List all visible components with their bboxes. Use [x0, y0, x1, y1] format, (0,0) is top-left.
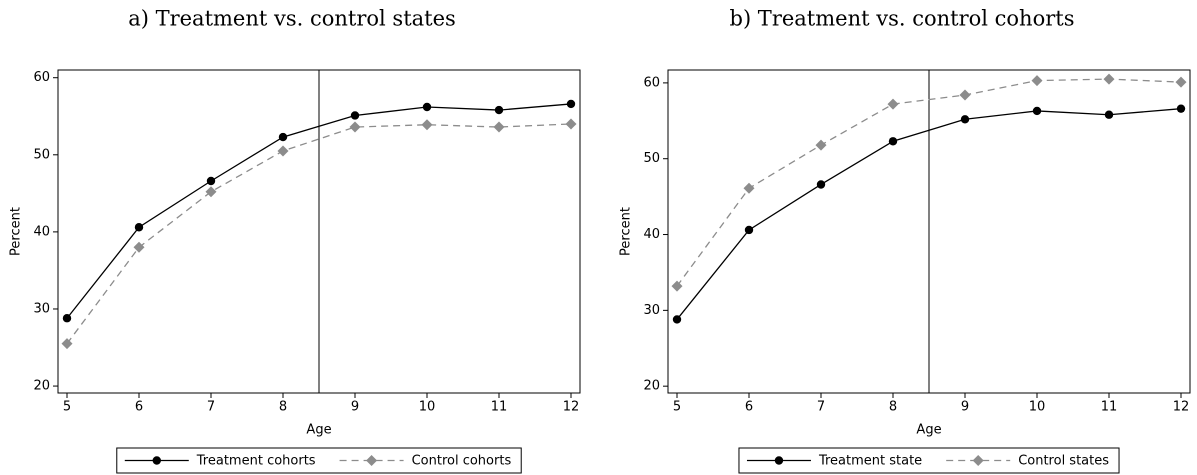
y-tick-label: 50: [643, 151, 660, 166]
point: [62, 314, 72, 323]
point: [671, 280, 683, 292]
point: [1104, 110, 1114, 119]
point: [565, 118, 577, 130]
point: [1031, 75, 1043, 87]
y-tick-label: 30: [33, 301, 50, 316]
legend-label: Treatment state: [818, 454, 922, 469]
legend: Treatment cohorts Control cohorts: [116, 447, 522, 474]
point: [349, 121, 361, 133]
x-tick-label: 5: [673, 400, 681, 415]
legend-marker: [366, 455, 378, 466]
y-tick-label: 20: [643, 379, 660, 394]
x-tick-label: 7: [817, 400, 825, 415]
legend-box: [116, 447, 522, 474]
x-tick-label: 12: [1173, 400, 1190, 415]
y-axis-label: Percent: [619, 207, 634, 256]
point: [133, 241, 145, 253]
x-tick-label: 10: [419, 400, 436, 415]
x-tick-label: 6: [135, 400, 143, 415]
point: [422, 102, 432, 112]
x-axis-label: Age: [916, 423, 941, 438]
chart-title: a) Treatment vs. control states: [128, 7, 456, 31]
legend-label: Treatment cohorts: [196, 454, 316, 469]
legend-marker: [774, 456, 784, 465]
x-tick-label: 10: [1029, 400, 1046, 415]
point: [278, 132, 288, 142]
series-line: [66, 103, 572, 319]
point: [887, 98, 899, 110]
x-tick-label: 11: [491, 400, 508, 415]
point: [61, 338, 73, 350]
point: [134, 223, 144, 232]
point: [672, 315, 682, 324]
panel: b) Treatment vs. control cohorts 20 30 40 50…: [619, 7, 1191, 474]
y-tick-label: 40: [33, 224, 50, 239]
point: [815, 139, 827, 151]
series-line: [676, 78, 1182, 287]
x-tick-label: 12: [563, 400, 580, 415]
point: [205, 186, 217, 198]
legend-marker: [152, 456, 161, 465]
point: [743, 182, 755, 194]
point: [816, 180, 826, 189]
y-tick-label: 40: [643, 227, 660, 242]
x-tick-label: 9: [351, 400, 359, 415]
x-tick-label: 8: [889, 400, 897, 415]
point: [744, 225, 754, 235]
series-line: [66, 123, 572, 345]
x-tick-label: 6: [745, 400, 753, 415]
y-tick-label: 60: [643, 75, 660, 90]
y-tick-label: 30: [643, 303, 660, 318]
point: [277, 145, 289, 157]
y-axis-label: Percent: [9, 207, 24, 256]
y-tick-label: 60: [33, 70, 50, 85]
x-tick-label: 7: [207, 400, 215, 415]
point: [960, 115, 970, 124]
point: [1103, 73, 1115, 85]
point: [888, 137, 898, 146]
x-axis-label: Age: [306, 423, 331, 438]
x-tick-label: 5: [63, 400, 71, 415]
y-tick-label: 50: [33, 147, 50, 162]
x-tick-label: 8: [279, 400, 287, 415]
point: [206, 176, 216, 186]
point: [1176, 104, 1186, 113]
legend: Treatment state Control states: [738, 447, 1120, 474]
point: [566, 99, 576, 109]
point: [1175, 76, 1187, 88]
legend-label: Control cohorts: [412, 454, 512, 469]
y-tick-label: 20: [33, 379, 50, 394]
legend-label: Control states: [1018, 454, 1109, 469]
point: [421, 119, 433, 131]
panel: a) Treatment vs. control states 20 30 40 50 6…: [9, 7, 581, 474]
legend-marker: [972, 455, 984, 466]
point: [1032, 106, 1042, 116]
point: [350, 111, 360, 120]
chart-title: b) Treatment vs. control cohorts: [730, 7, 1075, 31]
point: [494, 105, 504, 115]
point: [959, 89, 971, 101]
series-line: [676, 108, 1182, 320]
x-tick-label: 9: [961, 400, 969, 415]
point: [493, 121, 505, 133]
x-tick-label: 11: [1101, 400, 1118, 415]
